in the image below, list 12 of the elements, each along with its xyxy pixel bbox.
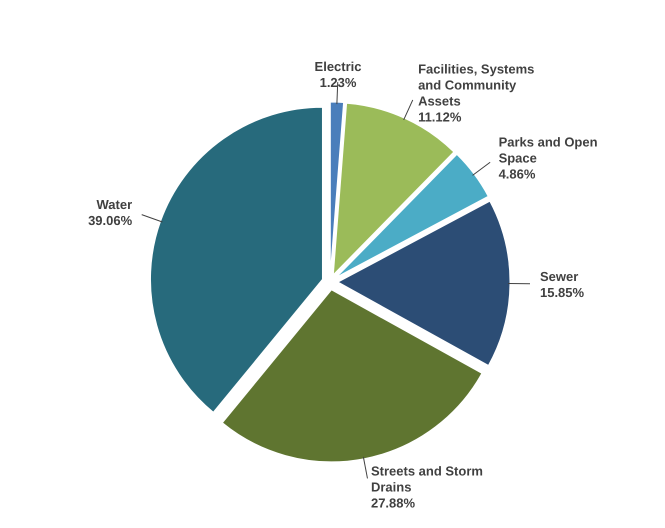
slice-label: Streets and Storm Drains (370, 463, 483, 494)
data-label: 1.23% (320, 75, 357, 90)
slice-label: Parks and Open Space (498, 134, 598, 166)
data-label: 39.06% (88, 212, 133, 228)
slice-label: Sewer (540, 268, 578, 284)
slice-label: Electric (314, 59, 362, 74)
data-label: 11.12% (418, 110, 462, 125)
slice-label: Facilities, Systems and Community Assets (418, 62, 534, 109)
data-label: 4.86% (498, 166, 536, 182)
data-label: 15.85% (540, 284, 585, 300)
data-label: 27.88% (370, 495, 416, 510)
slice-label: Water (96, 196, 132, 212)
